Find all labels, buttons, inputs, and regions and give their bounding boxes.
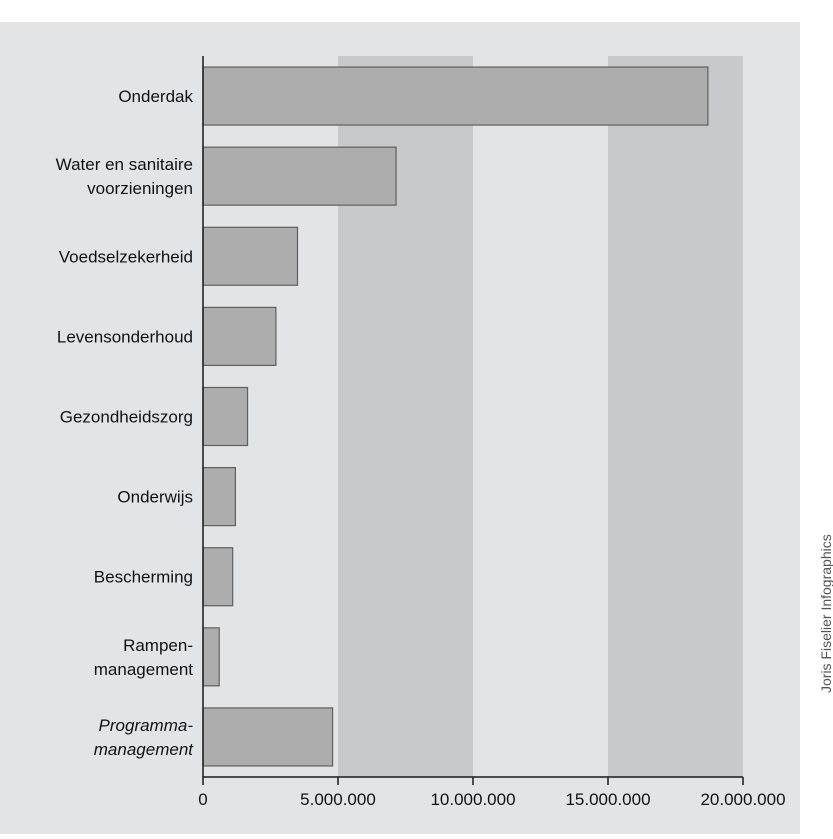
category-label-4: Levensonderhoud <box>57 327 193 346</box>
category-label-1: Onderdak <box>118 87 193 106</box>
credit-text: Joris Fiselier Infographics <box>818 534 833 693</box>
x-tick-label-4: 15.000.000 <box>565 790 650 809</box>
x-ticks-layer: 0 5.000.000 10.000.000 15.000.000 20.000.000 <box>198 777 786 809</box>
category-label-2: Water en sanitaire voorzieningen <box>56 155 193 198</box>
bar-4 <box>202 306 277 366</box>
bars-layer <box>202 66 709 767</box>
bar-1 <box>202 66 709 126</box>
category-labels-layer: Onderdak Water en sanitaire voorzieningen V… <box>56 87 195 759</box>
background-band-2 <box>608 56 743 777</box>
x-tick-label-2: 5.000.000 <box>300 790 376 809</box>
x-tick-label-1: 0 <box>198 790 207 809</box>
category-label-6: Onderwijs <box>117 488 193 507</box>
x-tick-label-3: 10.000.000 <box>430 790 515 809</box>
category-label-5: Gezondheidszorg <box>60 408 193 427</box>
bar-9 <box>202 707 334 767</box>
x-tick-label-5: 20.000.000 <box>700 790 785 809</box>
bar-7 <box>202 547 234 607</box>
bar-5 <box>202 386 249 447</box>
category-label-8: Rampen-management <box>94 636 194 679</box>
bar-3 <box>202 226 299 286</box>
bar-6 <box>202 467 237 527</box>
category-label-9: Programma-management <box>94 716 195 759</box>
bar-2 <box>202 146 397 206</box>
bar-8 <box>202 627 220 687</box>
category-label-7: Bescherming <box>94 568 193 587</box>
category-label-3: Voedselzekerheid <box>59 247 193 266</box>
